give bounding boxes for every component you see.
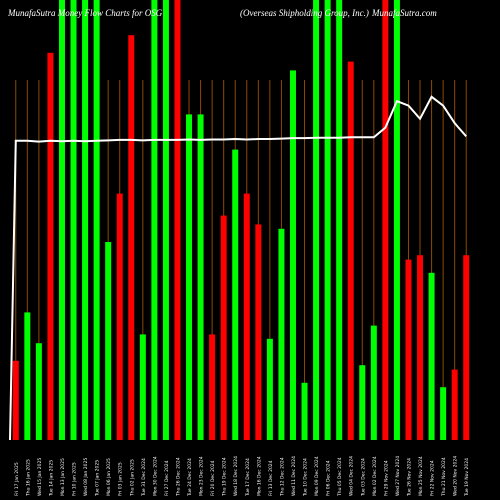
x-tick-label: Wed 27 Nov 2024 (395, 456, 401, 496)
x-tick-label: Thu 16 Jan 2025 (25, 459, 31, 497)
x-tick-label: Thu 21 Nov 2024 (441, 457, 447, 497)
bar (209, 334, 216, 440)
bar (220, 215, 227, 440)
x-tick-label: Tue 31 Dec 2024 (141, 458, 147, 497)
site-name: MunafaSutra.com (372, 8, 437, 18)
bar (417, 255, 424, 440)
x-tick-label: Wed 15 Jan 2025 (37, 458, 43, 496)
x-tick-label: Tue 19 Nov 2024 (464, 458, 470, 497)
x-tick-label: Mon 25 Nov 2024 (418, 456, 424, 496)
bar (336, 0, 343, 440)
company-name: (Overseas Shipholding Group, Inc.) (240, 8, 369, 18)
x-tick-label: Mon 09 Dec 2024 (314, 456, 320, 496)
bar (313, 0, 320, 440)
x-tick-label: Wed 20 Nov 2024 (453, 456, 459, 496)
x-tick-label: Fri 22 Nov 2024 (430, 460, 436, 496)
bar (393, 0, 400, 440)
bar (347, 61, 354, 440)
x-tick-label: Tue 10 Dec 2024 (303, 458, 309, 497)
x-tick-label: Wed 11 Dec 2024 (291, 456, 297, 496)
bar (93, 0, 100, 440)
x-tick-label: Fri 10 Jan 2025 (72, 462, 78, 496)
bar (47, 52, 54, 441)
trend-line (9, 95, 467, 441)
trend-line-layer (9, 95, 467, 441)
x-tick-labels: Fri 17 Jan 2025 Thu 16 Jan 2025 Wed 15 Jan… (14, 456, 470, 497)
bar (382, 0, 389, 440)
x-tick-label: Tue 17 Dec 2024 (245, 458, 251, 497)
x-tick-label: Wed 08 Jan 2025 (83, 458, 89, 496)
bar (463, 255, 470, 440)
bar (70, 0, 77, 440)
bar (405, 259, 412, 440)
x-tick-label: Fri 17 Jan 2025 (14, 462, 20, 496)
x-tick-label: Tue 14 Jan 2025 (48, 460, 54, 497)
bar (370, 325, 377, 440)
bar (12, 360, 19, 440)
bar (35, 343, 42, 440)
x-tick-label: Mon 23 Dec 2024 (199, 456, 205, 496)
bar (24, 312, 31, 440)
x-tick-label: Fri 03 Jan 2025 (118, 462, 124, 496)
bar (162, 0, 169, 440)
chart-title: MunafaSutra Money Flow Charts for OSG (8, 8, 163, 18)
x-tick-label: Mon 02 Dec 2024 (372, 456, 378, 496)
x-tick-label: Mon 30 Dec 2024 (152, 456, 158, 496)
x-tick-label: Tue 07 Jan 2025 (95, 460, 101, 497)
x-tick-label: Fri 13 Dec 2024 (268, 460, 274, 496)
bar (243, 193, 250, 440)
bar (151, 0, 158, 440)
bar (116, 193, 123, 440)
bar (58, 0, 65, 440)
bar (128, 35, 135, 440)
bar (82, 0, 89, 440)
x-tick-label: Tue 24 Dec 2024 (187, 458, 193, 497)
bar (266, 338, 273, 440)
x-tick-label: Thu 05 Dec 2024 (337, 457, 343, 497)
x-tick-label: Thu 19 Dec 2024 (222, 457, 228, 497)
x-tick-label: Mon 16 Dec 2024 (256, 456, 262, 496)
x-tick-label: Mon 13 Jan 2025 (60, 458, 66, 496)
bar (232, 149, 239, 440)
x-tick-label: Tue 03 Dec 2024 (360, 458, 366, 497)
bar (428, 272, 435, 440)
x-tick-label: Tue 26 Nov 2024 (406, 458, 412, 497)
bar (440, 387, 447, 440)
bar (289, 70, 296, 441)
x-tick-label: Fri 20 Dec 2024 (210, 460, 216, 496)
x-tick-label: Thu 02 Jan 2025 (129, 459, 135, 497)
x-tick-label: Thu 12 Dec 2024 (279, 457, 285, 497)
x-tick-label: Wed 04 Dec 2024 (349, 456, 355, 496)
bar (359, 365, 366, 440)
bar (139, 334, 146, 440)
bar (186, 114, 193, 441)
bar (255, 224, 262, 440)
bar (105, 242, 112, 440)
x-tick-label: Mon 06 Jan 2025 (106, 458, 112, 496)
x-tick-label: Fri 06 Dec 2024 (326, 460, 332, 496)
bar (301, 382, 308, 440)
bar (451, 369, 458, 440)
bar (174, 0, 181, 440)
x-tick-label: Fri 27 Dec 2024 (164, 460, 170, 496)
bar (324, 0, 331, 440)
x-tick-label: Thu 26 Dec 2024 (175, 457, 181, 497)
bar (278, 228, 285, 440)
bar-series (12, 0, 470, 441)
x-tick-label: Wed 18 Dec 2024 (233, 456, 239, 496)
x-tick-label: Fri 29 Nov 2024 (383, 460, 389, 496)
bar (197, 114, 204, 441)
